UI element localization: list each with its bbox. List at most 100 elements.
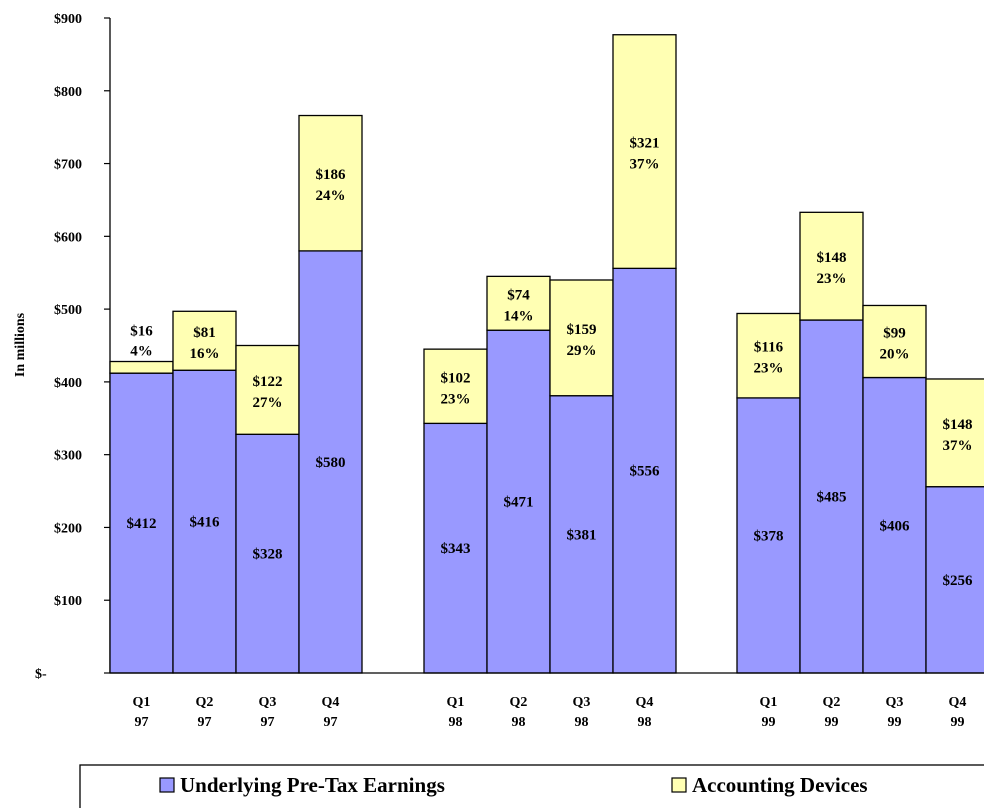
accounting-percent-label: 23% <box>817 271 847 287</box>
x-category-year: 99 <box>951 715 965 730</box>
x-category-year: 98 <box>638 715 652 730</box>
bar-accounting-devices <box>612 34 677 270</box>
legend-label: Underlying Pre-Tax Earnings <box>180 773 445 797</box>
accounting-value-label: $102 <box>441 370 471 386</box>
legend-swatch <box>671 777 687 793</box>
x-category-year: 99 <box>762 715 776 730</box>
accounting-value-label: $148 <box>943 417 973 433</box>
accounting-value-label: $186 <box>316 167 347 183</box>
accounting-value-label: $16 <box>130 324 153 340</box>
x-category-quarter: Q1 <box>133 695 151 710</box>
bar-accounting-devices <box>172 310 237 371</box>
legend-label: Accounting Devices <box>692 773 868 797</box>
bar-underlying-earnings <box>486 329 551 674</box>
accounting-percent-label: 4% <box>130 344 153 360</box>
y-tick-label: $900 <box>54 12 82 27</box>
y-tick-label: $200 <box>54 521 82 536</box>
base-value-label: $381 <box>567 527 597 543</box>
bar-accounting-devices <box>799 211 864 321</box>
bar-accounting-devices <box>925 378 984 488</box>
y-tick-label: $400 <box>54 376 82 391</box>
bar-underlying-earnings <box>549 395 614 674</box>
base-value-label: $556 <box>630 464 661 480</box>
legend-swatch <box>159 777 175 793</box>
y-tick-label: $700 <box>54 158 82 173</box>
x-category-quarter: Q2 <box>823 695 841 710</box>
x-category-year: 98 <box>449 715 463 730</box>
bar-underlying-earnings <box>925 486 984 674</box>
accounting-percent-label: 37% <box>943 438 973 454</box>
y-tick-label: $- <box>35 667 47 682</box>
x-category-quarter: Q1 <box>760 695 778 710</box>
bar-underlying-earnings <box>235 433 300 674</box>
base-value-label: $328 <box>253 547 283 563</box>
bar-accounting-devices <box>549 279 614 397</box>
bar-underlying-earnings <box>862 376 927 674</box>
x-category-year: 99 <box>825 715 839 730</box>
bar-accounting-devices <box>862 304 927 379</box>
x-category-quarter: Q2 <box>196 695 214 710</box>
accounting-value-label: $321 <box>630 136 660 152</box>
accounting-value-label: $74 <box>507 287 530 303</box>
accounting-value-label: $122 <box>253 374 283 390</box>
x-category-quarter: Q4 <box>949 695 967 710</box>
accounting-value-label: $81 <box>193 325 216 341</box>
bar-accounting-devices <box>298 114 363 252</box>
bar-underlying-earnings <box>736 397 801 674</box>
accounting-percent-label: 23% <box>441 391 471 407</box>
bar-accounting-devices <box>423 348 488 425</box>
y-axis: $- $100 $200 $300 $400 $500 $600 $700 $800 $900 <box>35 12 111 682</box>
accounting-percent-label: 23% <box>754 361 784 377</box>
base-value-label: $378 <box>754 528 784 544</box>
y-tick-label: $500 <box>54 303 82 318</box>
bars: $412 $16 4% $416 $81 16% $328 $122 27% $580 $186 24… <box>109 34 984 674</box>
accounting-value-label: $148 <box>817 250 847 266</box>
x-category-quarter: Q2 <box>510 695 528 710</box>
y-tick-label: $300 <box>54 449 82 464</box>
x-category-quarter: Q3 <box>886 695 904 710</box>
y-tick-label: $600 <box>54 230 82 245</box>
x-category-year: 97 <box>261 715 275 730</box>
x-axis: Q1 97 Q2 97 Q3 97 Q4 97 Q1 98 Q2 98 Q3 98 Q4 98 Q1 99 Q2 99… <box>110 672 984 730</box>
accounting-percent-label: 29% <box>567 343 597 359</box>
bar-underlying-earnings <box>172 369 237 674</box>
x-category-quarter: Q4 <box>636 695 654 710</box>
accounting-percent-label: 24% <box>316 188 346 204</box>
x-category-quarter: Q4 <box>322 695 340 710</box>
base-value-label: $485 <box>817 490 847 506</box>
bar-accounting-devices <box>109 360 174 374</box>
base-value-label: $412 <box>127 516 157 532</box>
bar-underlying-earnings <box>799 319 864 674</box>
bar-accounting-devices <box>486 275 551 331</box>
base-value-label: $256 <box>943 573 974 589</box>
accounting-percent-label: 37% <box>630 157 660 173</box>
accounting-percent-label: 16% <box>190 346 220 362</box>
accounting-value-label: $116 <box>754 340 784 356</box>
y-tick-label: $100 <box>54 594 82 609</box>
legend: Underlying Pre-Tax Earnings Accounting De… <box>79 764 984 808</box>
base-value-label: $343 <box>441 541 471 557</box>
accounting-percent-label: 20% <box>880 346 910 362</box>
bar-accounting-devices <box>736 312 801 399</box>
y-tick-label: $800 <box>54 85 82 100</box>
base-value-label: $471 <box>504 495 534 511</box>
accounting-value-label: $99 <box>883 325 906 341</box>
bar-underlying-earnings <box>109 372 174 674</box>
x-category-quarter: Q3 <box>259 695 277 710</box>
x-category-year: 97 <box>135 715 149 730</box>
base-value-label: $416 <box>190 515 221 531</box>
base-value-label: $406 <box>880 518 911 534</box>
x-category-year: 97 <box>324 715 338 730</box>
accounting-percent-label: 27% <box>253 395 283 411</box>
accounting-value-label: $159 <box>567 322 597 338</box>
y-axis-label: In millions <box>13 312 28 377</box>
legend-box <box>79 764 984 808</box>
x-category-year: 99 <box>888 715 902 730</box>
accounting-percent-label: 14% <box>504 308 534 324</box>
x-category-quarter: Q1 <box>447 695 465 710</box>
x-category-year: 98 <box>512 715 526 730</box>
x-category-quarter: Q3 <box>573 695 591 710</box>
base-value-label: $580 <box>316 455 346 471</box>
x-category-year: 98 <box>575 715 589 730</box>
